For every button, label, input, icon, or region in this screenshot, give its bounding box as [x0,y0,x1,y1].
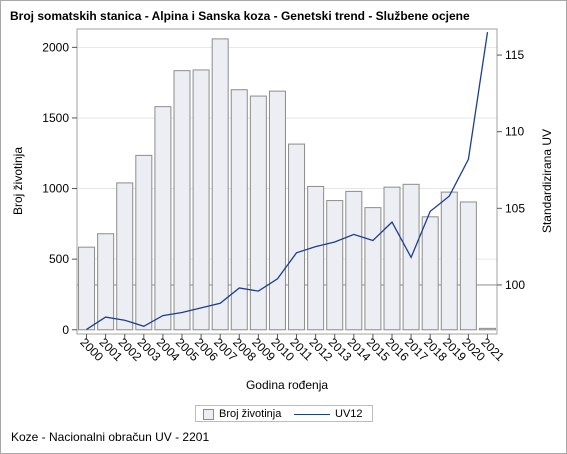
y-left-tick-label: 500 [49,252,69,266]
bar [135,154,153,331]
bar [173,70,191,331]
bar [268,90,286,331]
bar [288,143,306,331]
y-left-tick-label: 2000 [42,40,69,54]
legend-swatch-line [294,413,330,415]
y-right-tick-label: 115 [505,48,524,62]
bar [383,186,401,331]
bar [192,69,210,331]
bar [440,191,458,331]
bar [307,185,325,331]
y-right-tick-label: 105 [505,201,525,215]
legend-label-line: UV12 [335,408,363,420]
bar [421,216,439,331]
legend-label-bars: Broj životinja [219,408,282,420]
bar [459,201,477,331]
legend: Broj životinja UV12 [195,405,373,422]
axis-layer: 0500100015002000100105110115200020012002… [42,40,525,364]
y-left-tick-label: 0 [62,323,69,337]
line-layer [86,32,489,330]
legend-swatch-bar [203,408,214,420]
bar [78,246,96,331]
legend-item-line: UV12 [294,408,363,420]
y-left-tick-label: 1500 [42,111,69,125]
bar [116,182,134,331]
y-right-tick-label: 110 [505,125,524,139]
bar [154,106,172,331]
footnote: Koze - Nacionalni obračun UV - 2201 [11,430,210,444]
bar [326,200,344,331]
bar [230,89,248,331]
y-left-tick-label: 1000 [42,182,69,196]
bar-layer [78,38,496,331]
bar [364,207,382,331]
bar [97,233,115,331]
y-axis-right-label: Standardizirana UV [540,129,554,233]
y-axis-left-label: Broj životinja [11,147,25,215]
y-right-tick-label: 100 [505,278,525,292]
chart-title: Broj somatskih stanica - Alpina i Sanska… [10,9,470,23]
x-axis-label: Godina rođenja [246,378,328,392]
bar [345,190,363,331]
series-line-uv12 [86,32,489,330]
bar [478,327,496,331]
bar [211,38,229,331]
plot-area [76,28,498,335]
legend-item-bars: Broj životinja [203,408,281,420]
bar [249,95,267,331]
